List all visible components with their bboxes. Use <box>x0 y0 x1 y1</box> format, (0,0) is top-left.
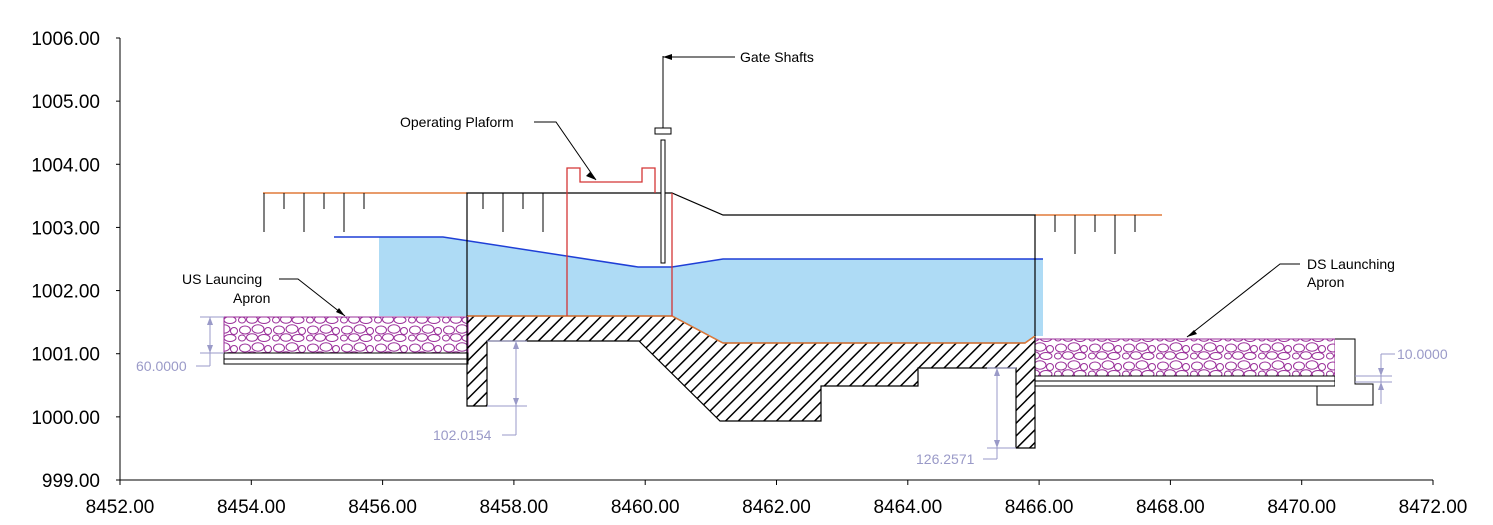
x-tick-label: 8468.00 <box>1136 497 1205 518</box>
x-tick-label: 8458.00 <box>480 497 549 518</box>
x-tick-label: 8464.00 <box>873 497 942 518</box>
x-tick-label: 8462.00 <box>742 497 811 518</box>
y-tick-label: 1006.00 <box>31 29 100 50</box>
ds-apron-offset-value: 10.0000 <box>1397 346 1448 362</box>
us-apron-riprap <box>223 316 469 354</box>
us-launching-apron <box>223 316 469 365</box>
dimension-us-apron-thickness: 60.0000 <box>136 316 224 374</box>
y-tick-label: 999.00 <box>42 471 100 492</box>
x-tick-label: 8470.00 <box>1267 497 1336 518</box>
callout-operating-platform: Operating Plaform <box>400 114 597 181</box>
us-ground-hatch <box>263 193 544 232</box>
ds-ground-hatch <box>1054 215 1136 254</box>
x-tick-label: 8472.00 <box>1399 497 1468 518</box>
x-tick-label: 8460.00 <box>611 497 680 518</box>
callout-ds-apron: DS Launching Apron <box>1186 256 1395 338</box>
ds-apron-filter-layer <box>1034 375 1336 382</box>
dimension-ds-cutoff-depth: 126.2571 <box>916 367 1016 467</box>
ds-launching-apron <box>1034 338 1374 406</box>
us-apron-thickness-value: 60.0000 <box>136 358 187 374</box>
us-apron-filter-layer <box>223 352 469 360</box>
water-surface-line <box>334 236 1043 268</box>
x-axis-ticks: 8452.00 8454.00 8456.00 8458.00 8460.00 8462.… <box>86 480 1468 518</box>
dimension-ds-apron-offset: 10.0000 <box>1355 346 1448 404</box>
us-apron-base-layer <box>223 358 469 365</box>
gate-shafts-label: Gate Shafts <box>740 49 814 65</box>
us-apron-label-line1: US Launcing <box>182 271 262 287</box>
x-tick-label: 8456.00 <box>348 497 417 518</box>
axes: 999.00 1000.00 1001.00 1002.00 1003.00 1004.0… <box>31 29 1467 518</box>
us-cutoff-depth-value: 102.0154 <box>433 427 492 443</box>
bed-level-line <box>467 315 1036 344</box>
operating-platform-label: Operating Plaform <box>400 114 514 130</box>
ds-cutoff-depth-value: 126.2571 <box>916 451 975 467</box>
x-tick-label: 8466.00 <box>1005 497 1074 518</box>
y-axis-ticks: 999.00 1000.00 1001.00 1002.00 1003.00 1004.0… <box>31 29 120 492</box>
ds-apron-riprap <box>1034 338 1336 377</box>
x-tick-label: 8452.00 <box>86 497 155 518</box>
ds-end-wall <box>1316 338 1374 406</box>
callout-us-apron: US Launcing Apron <box>182 271 346 317</box>
gate-shaft <box>654 56 672 264</box>
y-tick-label: 1002.00 <box>31 282 100 303</box>
y-tick-label: 1001.00 <box>31 345 100 366</box>
y-tick-label: 1005.00 <box>31 92 100 113</box>
x-tick-label: 8454.00 <box>217 497 286 518</box>
us-wing-wall-outline <box>466 192 1036 336</box>
ds-apron-base-layer <box>1034 380 1336 387</box>
ds-apron-label-line2: Apron <box>1307 274 1344 290</box>
dimension-us-cutoff-depth: 102.0154 <box>433 340 527 443</box>
ds-apron-label-line1: DS Launching <box>1307 256 1395 272</box>
water-body <box>379 237 1043 343</box>
y-tick-label: 1000.00 <box>31 408 100 429</box>
y-tick-label: 1004.00 <box>31 155 100 176</box>
us-apron-label-line2: Apron <box>233 290 270 306</box>
ground-levels <box>263 192 1162 336</box>
callout-gate-shafts: Gate Shafts <box>663 49 814 65</box>
y-tick-label: 1003.00 <box>31 218 100 239</box>
operating-platform <box>566 167 673 316</box>
